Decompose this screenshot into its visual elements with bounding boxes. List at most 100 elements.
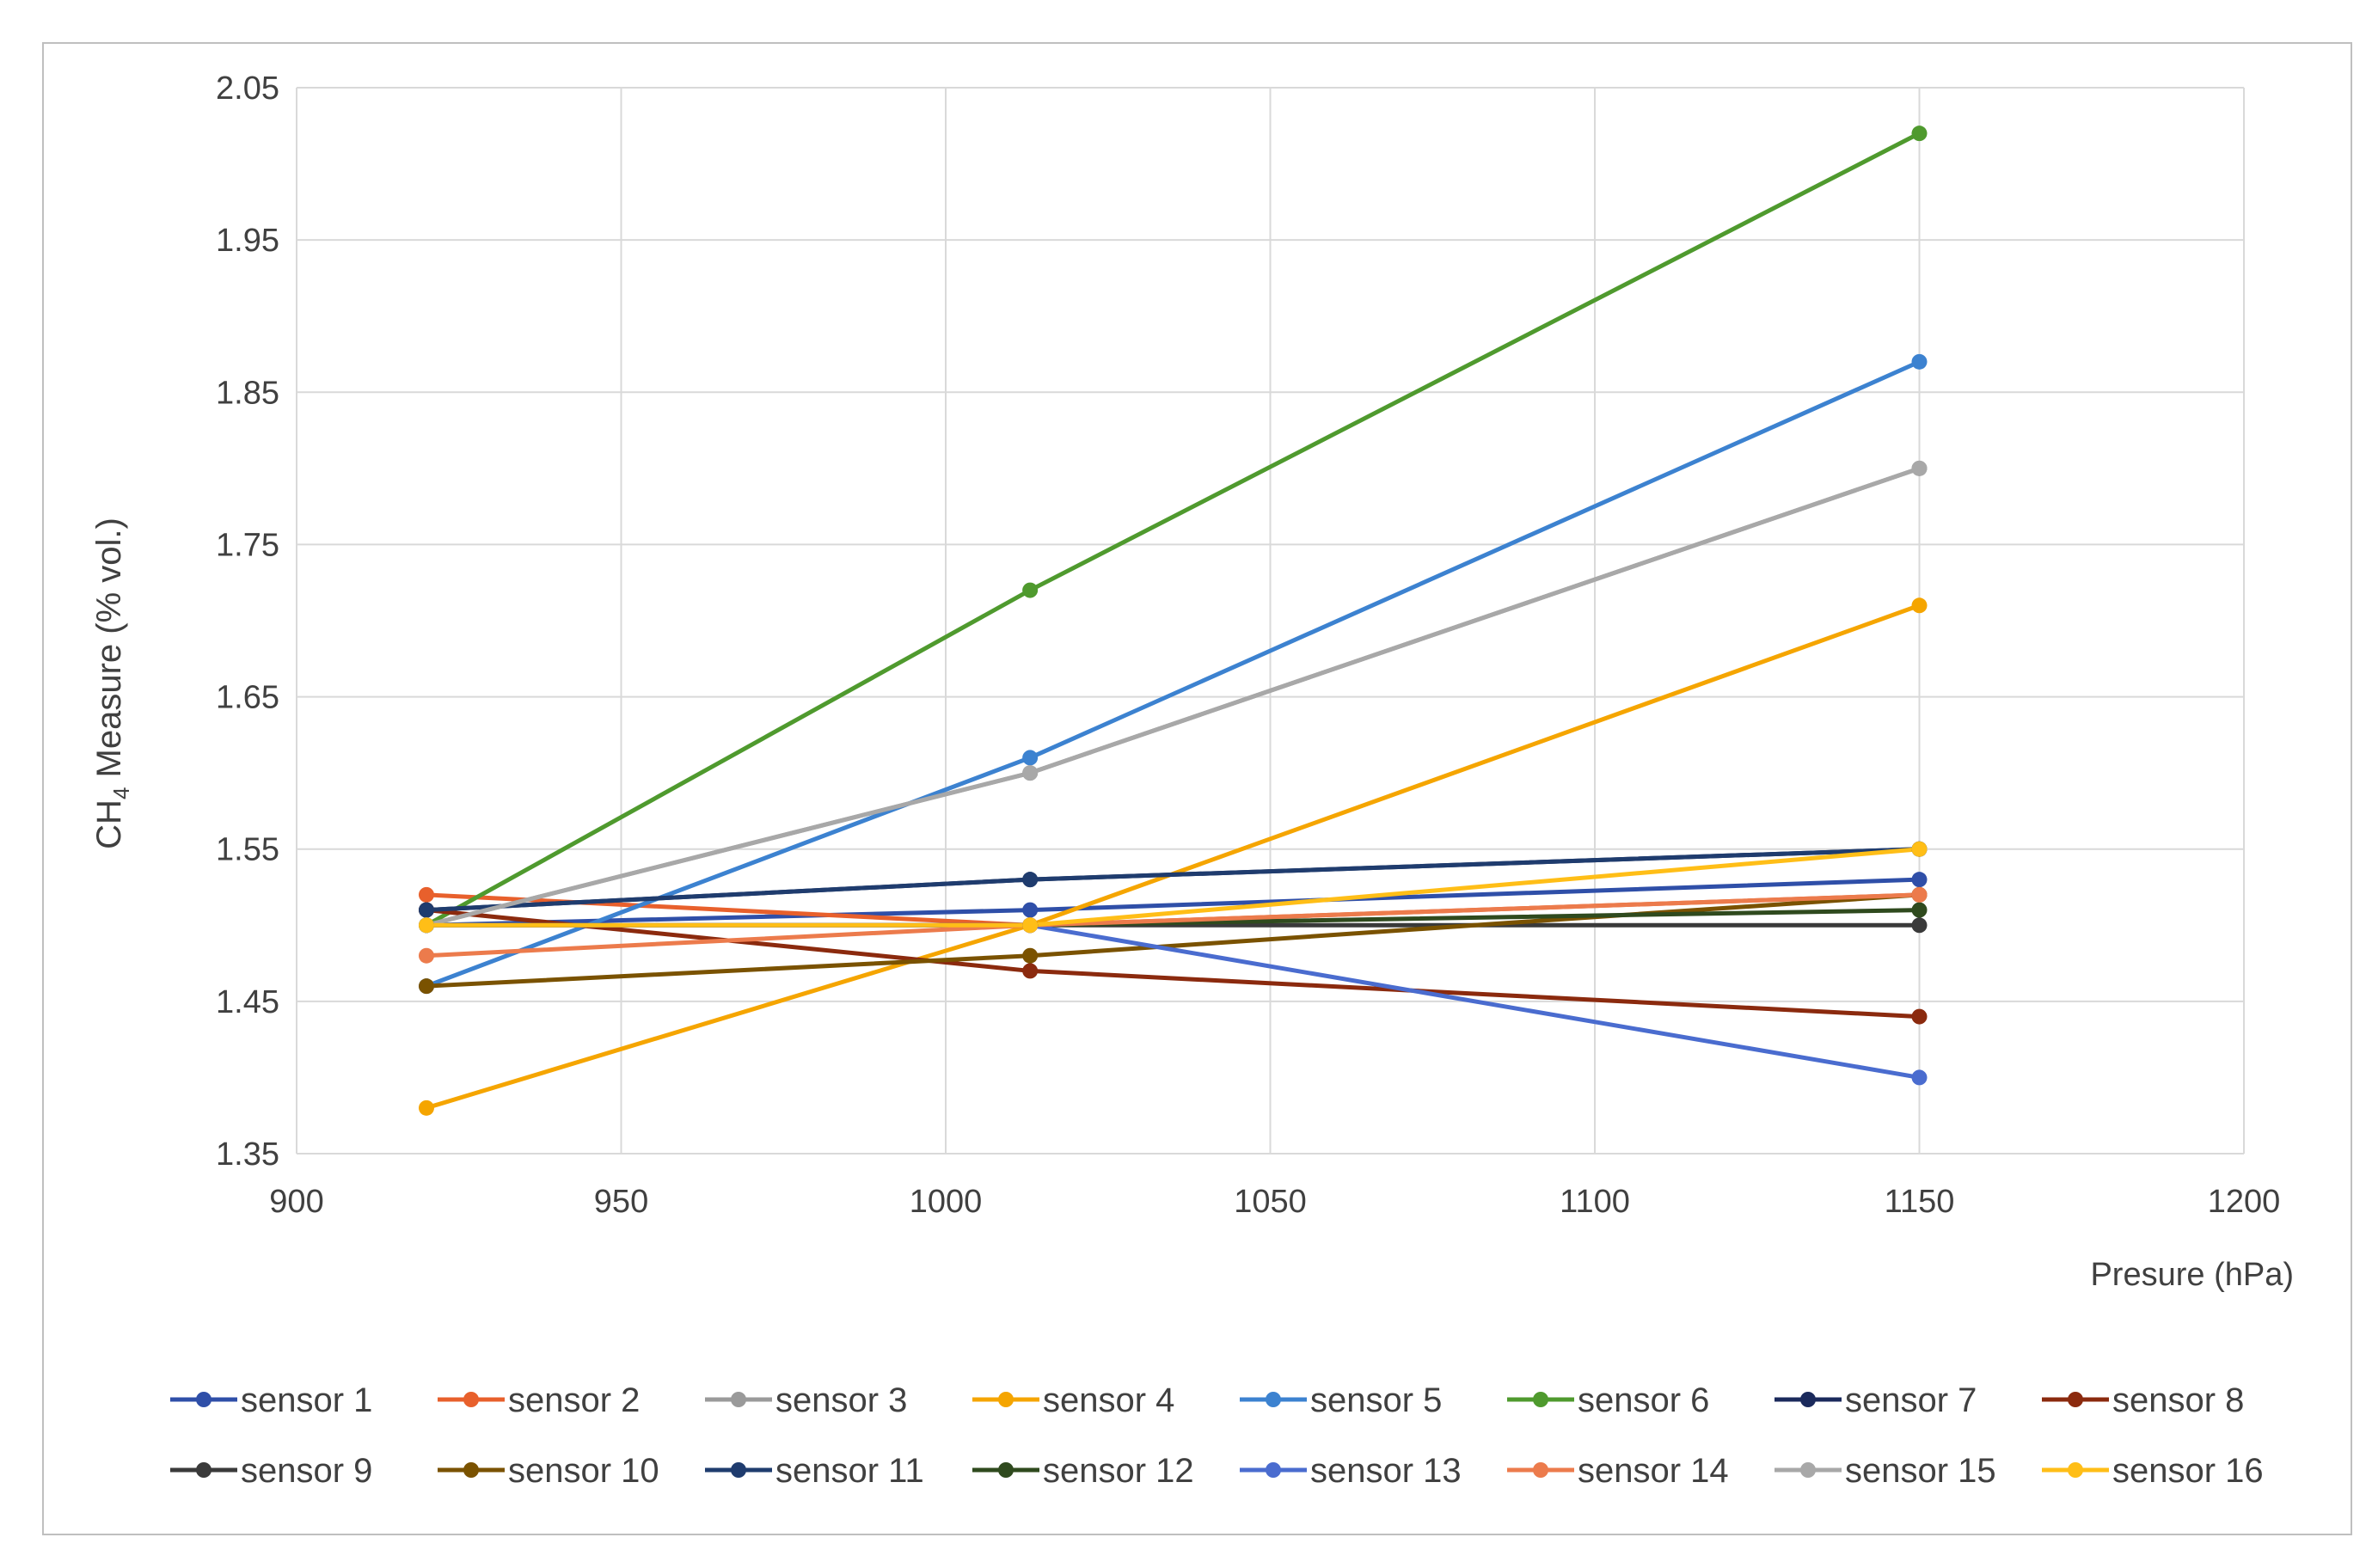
y-tick-label: 2.05 <box>216 70 279 107</box>
sensor-8-point <box>1022 963 1039 979</box>
legend-marker-sensor-11 <box>731 1462 746 1478</box>
legend-marker-sensor-2 <box>463 1392 479 1407</box>
sensor-15-point <box>1022 765 1039 781</box>
sensor-2-point <box>419 886 434 903</box>
legend-label-sensor-1: sensor 1 <box>241 1381 372 1419</box>
legend-label-sensor-10: sensor 10 <box>508 1452 659 1490</box>
legend-label-sensor-15: sensor 15 <box>1845 1452 1996 1490</box>
legend-item-sensor-11: sensor 11 <box>705 1452 924 1490</box>
sensor-4-point <box>1911 597 1928 614</box>
legend-label-sensor-2: sensor 2 <box>508 1381 640 1419</box>
legend-marker-sensor-13 <box>1266 1462 1281 1478</box>
legend: sensor 1 sensor 2 sensor 3 sensor 4 sensor 5… <box>170 1381 2264 1490</box>
y-tick-label: 1.85 <box>216 375 279 411</box>
sensor-14-point <box>1911 886 1928 903</box>
legend-item-sensor-15: sensor 15 <box>1774 1452 1996 1490</box>
legend-marker-sensor-6 <box>1533 1392 1548 1407</box>
legend-label-sensor-9: sensor 9 <box>241 1452 372 1490</box>
sensor-8-point <box>1911 1008 1928 1025</box>
legend-marker-sensor-5 <box>1266 1392 1281 1407</box>
legend-item-sensor-4: sensor 4 <box>972 1381 1174 1419</box>
legend-item-sensor-5: sensor 5 <box>1240 1381 1442 1419</box>
legend-label-sensor-11: sensor 11 <box>775 1452 924 1490</box>
y-tick-label: 1.45 <box>216 984 279 1020</box>
legend-item-sensor-9: sensor 9 <box>170 1452 372 1490</box>
x-tick-label: 1000 <box>910 1184 983 1220</box>
x-tick-label: 1100 <box>1560 1184 1630 1220</box>
sensor-11-point <box>1022 872 1039 888</box>
legend-item-sensor-10: sensor 10 <box>438 1452 659 1490</box>
legend-label-sensor-4: sensor 4 <box>1043 1381 1174 1419</box>
legend-marker-sensor-9 <box>196 1462 211 1478</box>
legend-marker-sensor-12 <box>998 1462 1014 1478</box>
y-tick-label: 1.95 <box>216 223 279 259</box>
sensor-5-point <box>1022 750 1039 766</box>
legend-marker-sensor-10 <box>463 1462 479 1478</box>
sensor-16-point <box>1022 917 1039 934</box>
y-axis-label-rest: Measure (% vol.) <box>90 518 128 787</box>
sensor-9-point <box>1911 917 1928 934</box>
sensor-1-point <box>1911 872 1928 888</box>
x-tick-label: 1200 <box>2208 1184 2281 1220</box>
outer-border <box>42 42 2352 1535</box>
y-tick-label: 1.65 <box>216 680 279 716</box>
legend-marker-sensor-16 <box>2068 1462 2083 1478</box>
legend-item-sensor-1: sensor 1 <box>170 1381 372 1419</box>
legend-label-sensor-14: sensor 14 <box>1578 1452 1729 1490</box>
sensor-10-point <box>1022 947 1039 964</box>
legend-label-sensor-5: sensor 5 <box>1310 1381 1442 1419</box>
sensor-14-point <box>419 947 434 964</box>
y-axis-label-main: CH <box>90 799 128 849</box>
sensor-4-point <box>419 1099 434 1116</box>
y-tick-label: 1.35 <box>216 1136 279 1173</box>
sensor-6-point <box>1022 582 1039 598</box>
x-axis-label: Presure (hPa) <box>2090 1257 2294 1293</box>
legend-label-sensor-6: sensor 6 <box>1578 1381 1709 1419</box>
legend-item-sensor-14: sensor 14 <box>1507 1452 1729 1490</box>
legend-label-sensor-3: sensor 3 <box>775 1381 907 1419</box>
sensor-10-point <box>419 978 434 995</box>
y-axis-label: CH4 Measure (% vol.) <box>90 518 134 849</box>
y-tick-labels: 1.35 1.45 1.55 1.65 1.75 1.85 1.95 2.05 <box>216 70 279 1173</box>
y-tick-label: 1.75 <box>216 527 279 563</box>
legend-label-sensor-16: sensor 16 <box>2112 1452 2264 1490</box>
legend-label-sensor-8: sensor 8 <box>2112 1381 2244 1419</box>
x-tick-label: 900 <box>269 1184 323 1220</box>
y-axis-label-subscript: 4 <box>108 787 134 799</box>
x-tick-label: 950 <box>594 1184 648 1220</box>
legend-marker-sensor-7 <box>1800 1392 1816 1407</box>
y-tick-label: 1.55 <box>216 832 279 868</box>
sensor-1-point <box>1022 902 1039 918</box>
legend-marker-sensor-3 <box>731 1392 746 1407</box>
legend-item-sensor-13: sensor 13 <box>1240 1452 1462 1490</box>
x-tick-label: 1150 <box>1885 1184 1955 1220</box>
legend-item-sensor-2: sensor 2 <box>438 1381 640 1419</box>
legend-marker-sensor-15 <box>1800 1462 1816 1478</box>
series-points <box>419 126 1928 1116</box>
gridlines <box>296 87 2245 1155</box>
x-tick-label: 1050 <box>1234 1184 1307 1220</box>
sensor-12-point <box>1911 902 1928 918</box>
legend-label-sensor-13: sensor 13 <box>1310 1452 1462 1490</box>
legend-label-sensor-12: sensor 12 <box>1043 1452 1194 1490</box>
legend-item-sensor-16: sensor 16 <box>2042 1452 2264 1490</box>
sensor-16-point <box>1911 841 1928 857</box>
sensor-6-point <box>1911 126 1928 142</box>
legend-item-sensor-7: sensor 7 <box>1774 1381 1977 1419</box>
legend-marker-sensor-14 <box>1533 1462 1548 1478</box>
sensor-5-point <box>1911 353 1928 370</box>
legend-marker-sensor-1 <box>196 1392 211 1407</box>
legend-item-sensor-3: sensor 3 <box>705 1381 907 1419</box>
legend-label-sensor-7: sensor 7 <box>1845 1381 1977 1419</box>
sensor-11-point <box>419 902 434 918</box>
sensor-15-point <box>1911 460 1928 476</box>
x-tick-labels: 900 950 1000 1050 1100 1150 1200 <box>269 1184 2280 1220</box>
legend-item-sensor-6: sensor 6 <box>1507 1381 1709 1419</box>
legend-item-sensor-12: sensor 12 <box>972 1452 1194 1490</box>
sensor-16-point <box>419 917 434 934</box>
legend-marker-sensor-4 <box>998 1392 1014 1407</box>
sensor-13-point <box>1911 1069 1928 1086</box>
legend-item-sensor-8: sensor 8 <box>2042 1381 2244 1419</box>
